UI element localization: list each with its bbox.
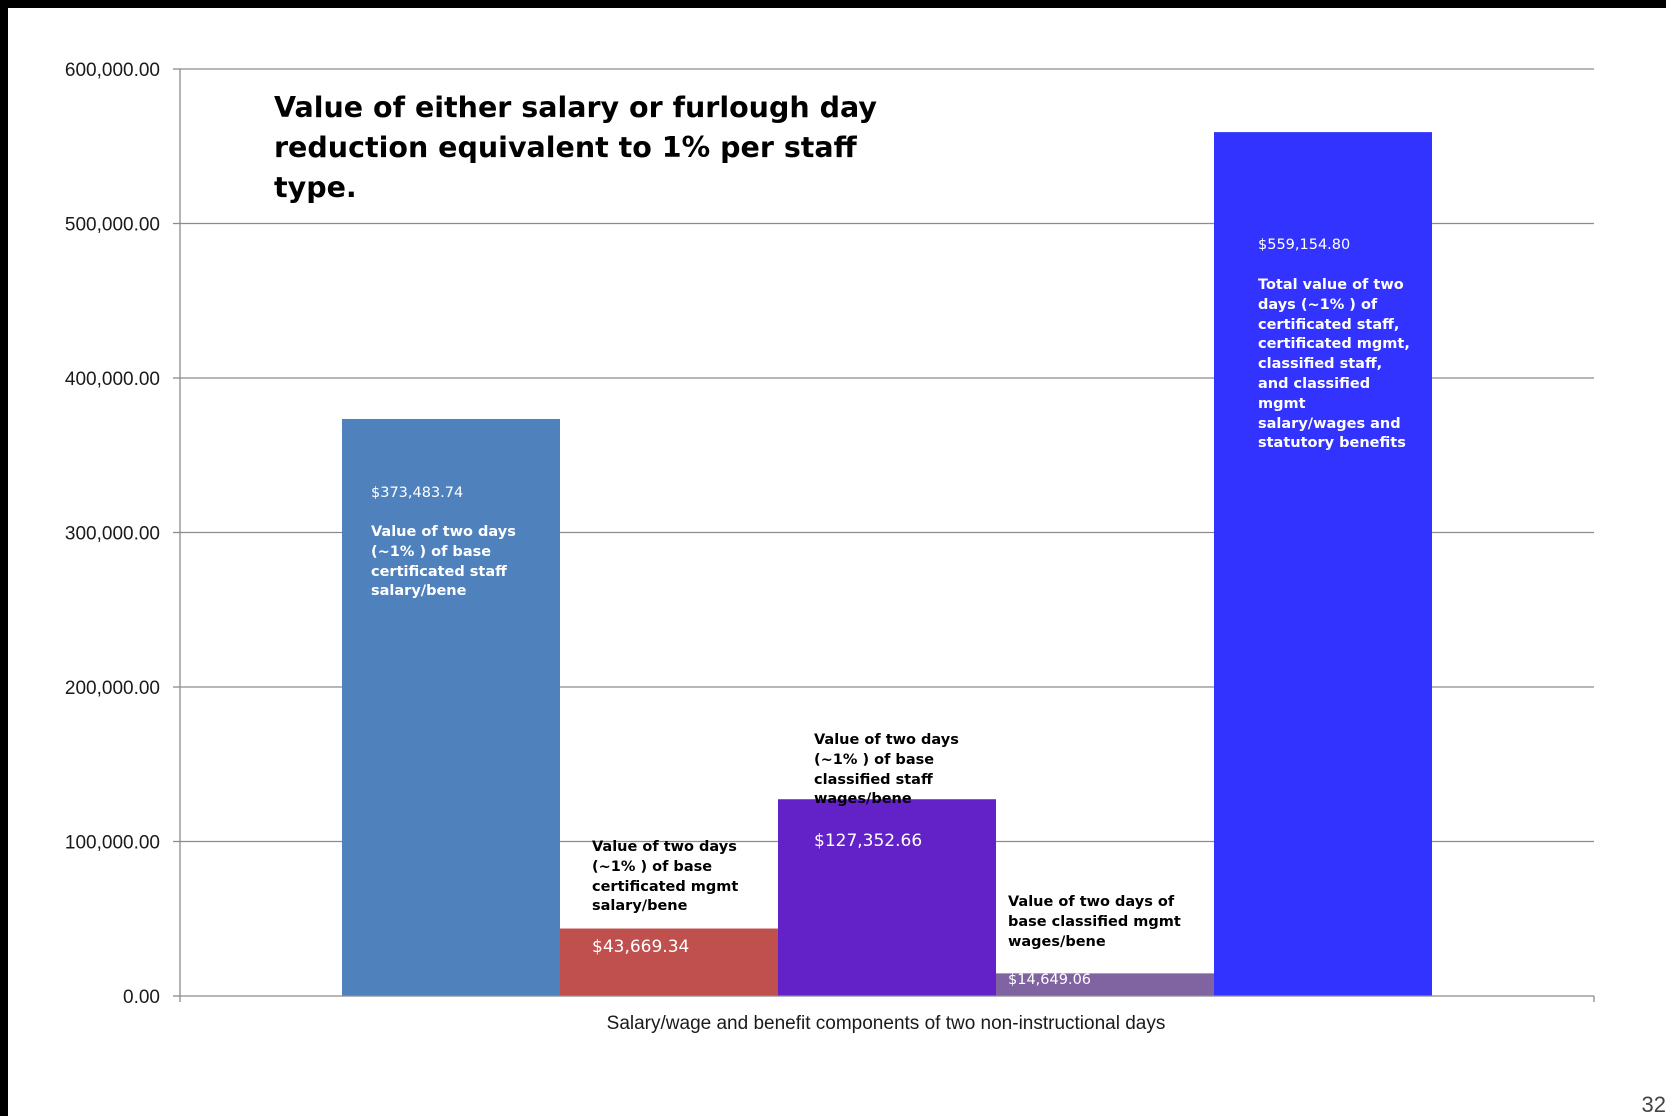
annotation-classified-staff: Value of two days (~1% ) of base classif… — [814, 732, 959, 808]
annotation-certificated-mgmt: Value of two days (~1% ) of base certifi… — [592, 839, 739, 915]
value-label-classified-mgmt: $14,649.06 — [1008, 972, 1092, 988]
bar — [996, 973, 1214, 996]
value-label-certificated-mgmt: $43,669.34 — [592, 937, 690, 957]
bar — [342, 418, 560, 996]
x-axis-title: Salary/wage and benefit components of tw… — [607, 1013, 1166, 1034]
chart-title: Value of either salary or furlough day r… — [274, 91, 877, 204]
y-tick-label: 100,000.00 — [65, 833, 160, 854]
slide-left-border — [0, 0, 8, 1116]
bar — [560, 928, 778, 996]
annotation-certificated-staff: Value of two days (~1% ) of base certifi… — [371, 524, 516, 600]
y-tick-label: 600,000.00 — [65, 60, 160, 81]
slide-top-border — [0, 0, 1666, 8]
y-tick-label: 300,000.00 — [65, 524, 160, 545]
annotation-classified-mgmt: Value of two days of base classified mgm… — [1008, 894, 1181, 950]
y-tick-label: 500,000.00 — [65, 215, 160, 236]
page-number: 32 — [1641, 1092, 1666, 1116]
value-label-classified-staff: $127,352.66 — [814, 831, 923, 851]
bar — [1214, 132, 1432, 996]
y-tick-label: 400,000.00 — [65, 369, 160, 390]
annotation-total: Total value of two days (~1% ) of certif… — [1258, 277, 1410, 452]
bar — [778, 799, 996, 996]
value-label-total: $559,154.80 — [1258, 237, 1351, 253]
y-tick-label: 0.00 — [123, 987, 160, 1008]
value-label-certificated-staff: $373,483.74 — [371, 485, 464, 501]
y-tick-label: 200,000.00 — [65, 678, 160, 699]
